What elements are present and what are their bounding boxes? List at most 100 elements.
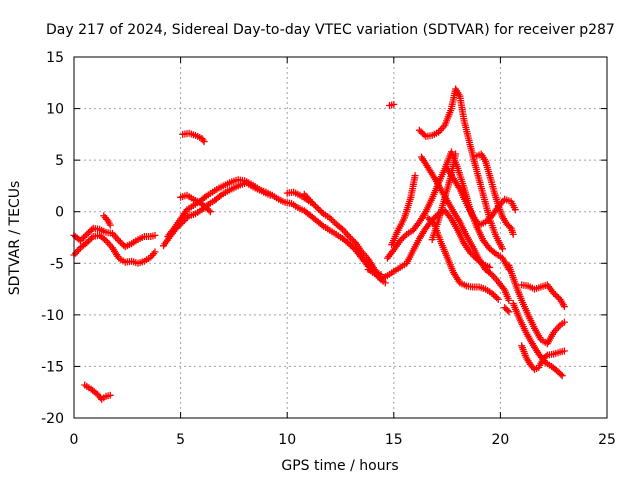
- data-point: [560, 347, 568, 355]
- data-point: [499, 245, 506, 253]
- data-point: [329, 217, 337, 225]
- data-point: [151, 248, 159, 256]
- y-tick-label: 5: [55, 153, 64, 169]
- data-points: [70, 85, 568, 403]
- x-tick-label: 5: [176, 432, 185, 448]
- data-point: [199, 136, 207, 144]
- series-track-3: [100, 212, 114, 229]
- data-point: [311, 202, 319, 210]
- data-point: [76, 237, 84, 245]
- y-tick-label: -10: [41, 308, 64, 324]
- data-point: [411, 172, 419, 180]
- x-tick-label: 15: [385, 432, 403, 448]
- x-tick-label: 10: [278, 432, 296, 448]
- data-point: [452, 150, 460, 158]
- data-point: [345, 240, 353, 248]
- y-tick-label: 15: [46, 50, 64, 66]
- data-point: [419, 129, 427, 137]
- data-point: [81, 232, 89, 240]
- data-point: [86, 227, 94, 235]
- data-point: [88, 234, 96, 242]
- data-point: [206, 208, 214, 216]
- grid: [74, 57, 607, 418]
- data-point: [504, 306, 511, 314]
- data-point: [482, 218, 489, 226]
- data-point: [493, 294, 501, 302]
- data-point: [499, 285, 507, 292]
- data-point: [115, 237, 123, 245]
- data-point: [494, 295, 502, 303]
- data-point: [337, 224, 345, 232]
- data-point: [491, 292, 499, 300]
- data-point: [509, 230, 517, 238]
- series-track-19: [473, 150, 517, 238]
- x-axis-label: GPS time / hours: [281, 458, 398, 474]
- data-point: [486, 269, 494, 277]
- data-point: [347, 241, 355, 249]
- series-track-4: [81, 381, 114, 403]
- data-point: [151, 231, 159, 239]
- data-point: [216, 193, 223, 200]
- x-tick-label: 0: [70, 432, 79, 448]
- data-point: [485, 215, 493, 223]
- data-point: [560, 303, 568, 311]
- data-point: [118, 240, 126, 248]
- series-track-16: [415, 85, 506, 253]
- data-point: [307, 197, 315, 205]
- data-point: [315, 205, 323, 213]
- data-point: [424, 214, 432, 222]
- data-point: [347, 234, 355, 242]
- series-track-18: [443, 164, 519, 229]
- data-point: [84, 237, 92, 245]
- y-axis-label: SDTVAR / TECUs: [7, 181, 23, 296]
- series-track-8: [179, 129, 208, 146]
- y-tick-label: -20: [41, 411, 64, 427]
- data-point: [80, 234, 88, 241]
- data-point: [398, 235, 406, 243]
- data-point: [106, 391, 114, 399]
- data-point: [483, 217, 491, 224]
- data-point: [100, 235, 108, 243]
- data-point: [550, 289, 558, 297]
- series-track-13: [388, 172, 419, 249]
- data-point: [84, 229, 92, 237]
- series-track-25: [386, 100, 398, 109]
- data-point: [511, 206, 519, 214]
- data-point: [327, 216, 335, 223]
- data-point: [431, 213, 439, 221]
- data-point: [318, 208, 326, 216]
- data-point: [88, 226, 96, 234]
- data-point: [560, 318, 568, 326]
- series-track-7: [177, 191, 214, 216]
- data-point: [266, 191, 274, 199]
- data-point: [83, 230, 91, 238]
- series-track-1: [70, 224, 159, 251]
- y-tick-label: 0: [55, 205, 64, 221]
- data-point: [417, 128, 425, 136]
- data-point: [553, 292, 561, 300]
- y-tick-label: -5: [50, 256, 64, 272]
- data-point: [313, 204, 321, 212]
- data-point: [390, 100, 398, 108]
- data-point: [345, 233, 353, 240]
- y-tick-labels: -20 -15 -10 -5 0 5 10 15: [41, 50, 64, 427]
- y-tick-label: -15: [41, 359, 64, 375]
- data-point: [92, 389, 100, 397]
- data-point: [308, 199, 316, 207]
- data-point: [318, 221, 326, 229]
- data-point: [83, 239, 91, 247]
- data-point: [401, 232, 409, 240]
- data-point: [558, 372, 566, 380]
- data-point: [505, 296, 513, 304]
- series-track-21: [505, 261, 568, 348]
- data-point: [396, 237, 404, 245]
- data-point: [491, 249, 498, 257]
- data-point: [427, 217, 435, 225]
- data-point: [426, 216, 433, 223]
- data-point: [310, 201, 318, 208]
- data-point: [551, 291, 559, 299]
- data-point: [78, 235, 86, 243]
- data-point: [348, 236, 356, 244]
